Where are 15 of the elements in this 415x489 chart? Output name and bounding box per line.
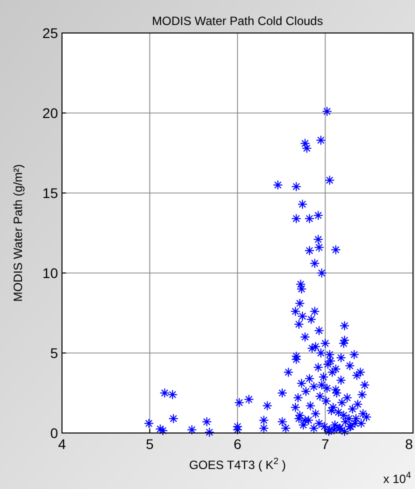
x-axis-title: GOES T4T3 ( K$^{2}$ )	[189, 456, 286, 472]
x-tick-label: 8	[405, 436, 414, 452]
x-tick-label: 4	[58, 436, 66, 452]
y-tick-label: 20	[42, 105, 58, 121]
chart-title: MODIS Water Path Cold Clouds	[152, 14, 323, 28]
y-tick-label: 5	[50, 345, 58, 361]
x-tick-label: 7	[321, 436, 330, 452]
y-tick-label: 0	[50, 425, 58, 441]
y-tick-label: 25	[42, 25, 58, 41]
text: x 10$^{4}$	[383, 470, 411, 486]
y-tick-label: 10	[42, 265, 58, 281]
y-axis-title: MODIS Water Path (g/m²)	[11, 164, 25, 302]
y-tick-label: 15	[42, 185, 58, 201]
x-tick-label: 5	[146, 436, 154, 452]
x-tick-label: 6	[234, 436, 242, 452]
